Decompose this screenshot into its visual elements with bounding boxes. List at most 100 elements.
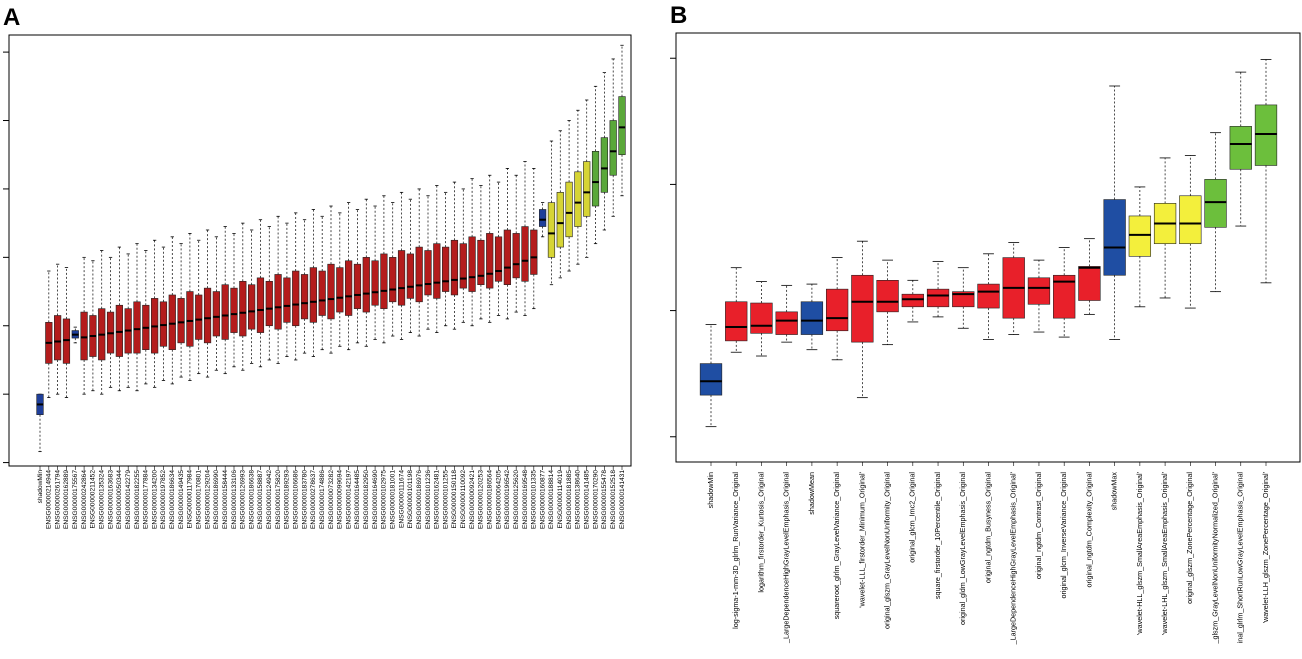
box <box>353 263 362 309</box>
box <box>424 250 432 296</box>
panel-label: A <box>3 4 20 31</box>
x-tick-label: ENSG00000170801 <box>195 470 202 529</box>
x-tick-label: ENSG00000117984 <box>187 470 194 529</box>
box <box>248 284 256 330</box>
box <box>415 246 423 303</box>
x-tick-label: original_ngtdm_Busyness_Original <box>983 472 992 583</box>
box <box>397 250 406 306</box>
box <box>406 253 414 299</box>
x-tick-label: shadowMax <box>1110 472 1119 511</box>
x-tick-label: ENSG00000174886 <box>319 470 326 529</box>
box <box>952 291 975 308</box>
box <box>547 202 556 258</box>
x-tick-label: ENSG00000129204 <box>204 470 211 529</box>
box <box>1254 104 1278 166</box>
x-tick-label: ENSG00000278637 <box>310 470 317 529</box>
x-tick-label: ENSG00000214944 <box>46 470 53 529</box>
x-tick-label: ENSG00000114019 <box>557 470 564 529</box>
x-tick-label: ENSG00000188814 <box>548 470 555 529</box>
box <box>494 236 503 282</box>
x-tick-label: original_glcm_InverseVariance_Original <box>1059 472 1068 599</box>
x-tick-label: ENSG00000124942 <box>266 470 273 529</box>
x-tick-label: ENSG00000186638 <box>248 470 255 529</box>
box <box>477 239 485 286</box>
x-tick-label: ENSG00000182255 <box>134 470 141 529</box>
x-tick-label: ENSG00000197852 <box>160 470 167 529</box>
box <box>292 270 300 327</box>
x-tick-label: original_ngtdm_Complexity_Original <box>1084 472 1093 588</box>
box <box>825 288 849 332</box>
box <box>380 253 388 309</box>
x-tick-label: _LargeDependenceHighGrayLevelEmphasis_Or… <box>782 472 791 644</box>
box <box>565 181 573 238</box>
box <box>699 363 723 396</box>
x-tick-label: ENSG00000196542 <box>504 470 511 529</box>
x-tick-label: ENSG00000111674 <box>398 470 405 528</box>
x-tick-label: ENSG00000064205 <box>495 470 502 529</box>
box <box>203 287 212 344</box>
x-tick-label: ENSG00000211452 <box>90 470 97 529</box>
box <box>468 236 476 292</box>
x-tick-label: ENSG00000134200 <box>151 470 158 529</box>
x-tick-label: ENSG00000092421 <box>469 470 476 529</box>
x-tick-label: ENSG00000102975 <box>381 470 388 529</box>
x-tick-label: ENSG00000099694 <box>337 470 344 529</box>
box <box>80 311 88 361</box>
plot-frame <box>675 32 1301 463</box>
box <box>574 171 582 227</box>
x-tick-label: ENSG00000101335 <box>531 470 538 529</box>
x-tick-label: _LargeDependenceHighGrayLevelEmphasis_Or… <box>1009 471 1018 645</box>
box <box>1027 277 1051 305</box>
box <box>54 315 62 361</box>
box <box>503 229 511 286</box>
x-tick-label: ENSG00000186990 <box>213 470 220 529</box>
box <box>159 301 168 347</box>
box <box>1053 274 1076 319</box>
x-tick-label: squareroot_glrlm_GrayLevelVariance_Origi… <box>832 472 841 620</box>
box <box>186 291 194 347</box>
x-tick-label: logarithm_firstorder_Kurtosis_Original <box>756 472 765 593</box>
x-tick-label: original_ngtdm_Contrast_Original <box>1034 472 1043 579</box>
x-tick-label: ENSG00000160877 <box>539 470 546 529</box>
box <box>459 243 467 289</box>
box <box>1103 199 1126 276</box>
x-tick-label: 'wavelet-LHL_glszm_SmallAreaEmphasis_Ori… <box>1160 471 1169 635</box>
box <box>1179 195 1202 245</box>
box <box>600 137 608 193</box>
x-tick-label: ENSG00000162889 <box>63 470 70 529</box>
box <box>362 257 370 313</box>
box <box>977 283 1000 309</box>
box <box>168 294 176 350</box>
box <box>618 96 626 156</box>
box <box>345 260 353 316</box>
x-tick-label: ENSG00000155478 <box>601 470 608 529</box>
box <box>442 246 450 292</box>
x-tick-label: ENSG00000101198 <box>407 470 414 529</box>
x-tick-label: ENSG00000142197 <box>345 470 352 529</box>
box <box>609 120 617 176</box>
x-tick-label: ENSG00000125620 <box>513 470 520 529</box>
box <box>230 287 238 333</box>
box <box>851 274 874 343</box>
x-tick-label: ENSG00000101255 <box>442 470 449 529</box>
box <box>133 301 141 354</box>
x-tick-label: ENSG00000150118 <box>451 470 458 529</box>
x-tick-label: ENSG00000186976 <box>416 470 423 529</box>
box <box>62 318 71 364</box>
box <box>1128 215 1152 257</box>
x-tick-label: ENSG00000164690 <box>372 470 379 529</box>
x-tick-label: ENSG00000120253 <box>478 470 485 529</box>
x-tick-label: ENSG00000164485 <box>354 470 361 529</box>
x-tick-label: ENSG00000126993 <box>240 470 247 529</box>
box <box>371 260 379 306</box>
box <box>274 274 282 330</box>
box <box>433 243 441 299</box>
x-tick-label: ENSG00000183780 <box>301 470 308 529</box>
box <box>512 233 520 279</box>
box <box>389 257 397 303</box>
box <box>327 263 335 320</box>
x-tick-label: ENSG00000186634 <box>169 470 176 529</box>
x-tick-label: ENSG00000141431 <box>619 470 626 529</box>
box <box>300 274 309 320</box>
